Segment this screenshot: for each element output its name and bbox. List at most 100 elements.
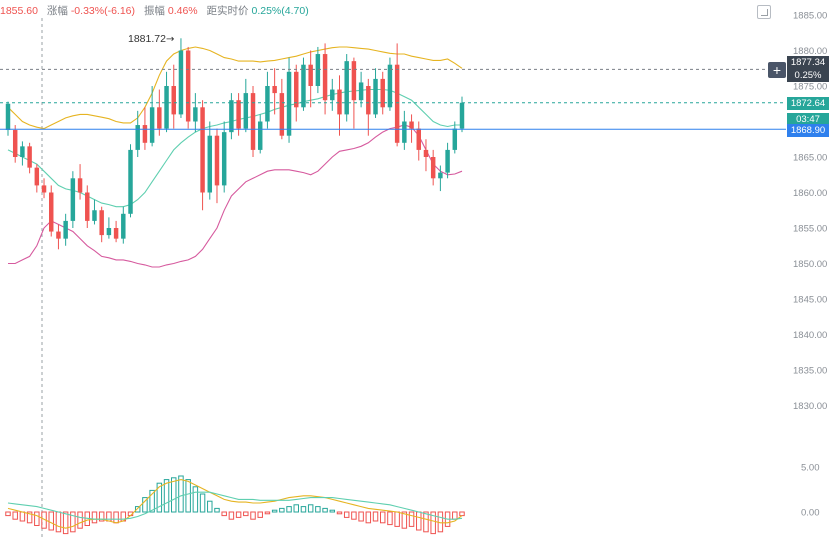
candle-body [294,71,299,108]
crosshair-pct-tag: 0.25% [787,69,829,82]
macd-histogram-bar [12,511,18,520]
info-distance-value: 0.25%(4.70) [251,5,309,17]
macd-histogram-bar [394,511,400,527]
candle-body [221,132,227,186]
candle-body [207,135,213,193]
macd-histogram-bar [26,511,33,524]
candle-body [257,121,263,150]
price-tick-label: 1880.00 [793,46,827,57]
candle-body [135,125,140,150]
candle-body [41,185,47,193]
macd-histogram-bar [279,507,285,513]
candle-body [236,100,241,129]
macd-histogram-bar [459,511,465,517]
candle-body [149,107,155,143]
macd-histogram-bar [221,511,227,517]
candle-body [56,231,61,239]
fullscreen-icon[interactable] [757,5,771,19]
macd-histogram-bar [134,506,141,513]
candle-body [308,64,313,86]
macd-histogram-bar [379,511,386,524]
candle-body [34,167,40,186]
macd-histogram-bar [214,507,220,513]
candle-body [92,210,97,221]
macd-histogram-bar [293,504,299,513]
macd-histogram-bar [250,511,256,520]
macd-histogram-bar [55,511,62,533]
candle-body [423,149,429,157]
macd-tick-label: 5.00 [801,463,820,474]
macd-histogram-bar [48,511,54,531]
high-arrow-icon: → [166,34,174,45]
candle-body [157,107,162,129]
macd-histogram-bar [91,511,98,524]
candle-body [121,213,126,239]
candle-body [438,172,443,179]
info-bar: 1855.60 涨幅 -0.33%(-6.16) 振幅 0.46% 距实时价 0… [0,3,309,18]
macd-histogram-bar [113,511,119,524]
candle-body [430,157,436,179]
macd-histogram-bar [286,506,292,513]
macd-histogram-bar [452,511,458,520]
candle-body [272,86,277,94]
price-lines [0,68,786,130]
macd-histogram-bar [243,511,249,517]
candle-body [337,89,342,115]
macd-histogram-bar [156,482,163,513]
macd-histogram-bar [98,511,105,522]
price-axis: 1885.001880.001875.001870.001865.001860.… [793,11,827,519]
macd-histogram-bar [416,511,422,531]
candle-body [85,192,90,221]
candle-body [380,78,385,108]
macd-histogram-bar [178,475,184,513]
macd-histogram-bar [77,511,83,529]
price-tick-label: 1865.00 [793,153,827,164]
bollinger-middle-line [7,88,462,208]
macd-histogram-bar [207,500,213,513]
candle-body [409,121,414,129]
bollinger-lower-line [8,124,463,268]
price-tick-label: 1885.00 [793,11,827,22]
candle-body [387,64,393,108]
candle-body [193,107,198,122]
candle-body [279,93,285,136]
macd-histogram-bar [336,511,343,515]
candle-body [20,146,25,157]
candle-body [265,86,270,122]
candle-body [373,78,378,115]
macd-histogram-bar [257,511,263,518]
candle-body [315,54,321,86]
macd-histogram-bar [351,511,357,520]
candle-body [142,125,148,143]
add-line-button[interactable]: + [768,62,786,78]
candle-body [229,100,234,133]
line-price-tag: 1868.90 [787,124,829,137]
candle-body [12,130,18,157]
macd-histogram-bar [401,511,408,529]
macd-histogram-bar [19,511,26,522]
macd-histogram-bar [149,489,155,513]
candle-body [185,50,191,122]
candle-body [49,192,54,232]
price-tick-label: 1830.00 [793,401,827,412]
candle-body [5,103,11,131]
candle-body [330,89,335,101]
macd-histogram-bar [5,511,11,517]
macd-histogram-bar [372,511,379,522]
candle-body [164,86,169,129]
candle-body [351,61,357,101]
candle-body [113,228,119,239]
macd-histogram-bar [387,511,393,526]
macd-histogram-bar [307,504,314,513]
candle-body [322,54,328,101]
candle-body [250,93,256,150]
macd-histogram-bar [235,511,242,518]
bollinger-bands [7,46,463,268]
price-tick-label: 1845.00 [793,295,827,306]
candle-body [358,82,364,101]
candle-body [99,210,104,236]
info-amplitude-value: 0.46% [167,5,198,17]
macd-histogram-bar [300,506,307,513]
crosshair-price-tag: 1877.34 [787,56,829,69]
